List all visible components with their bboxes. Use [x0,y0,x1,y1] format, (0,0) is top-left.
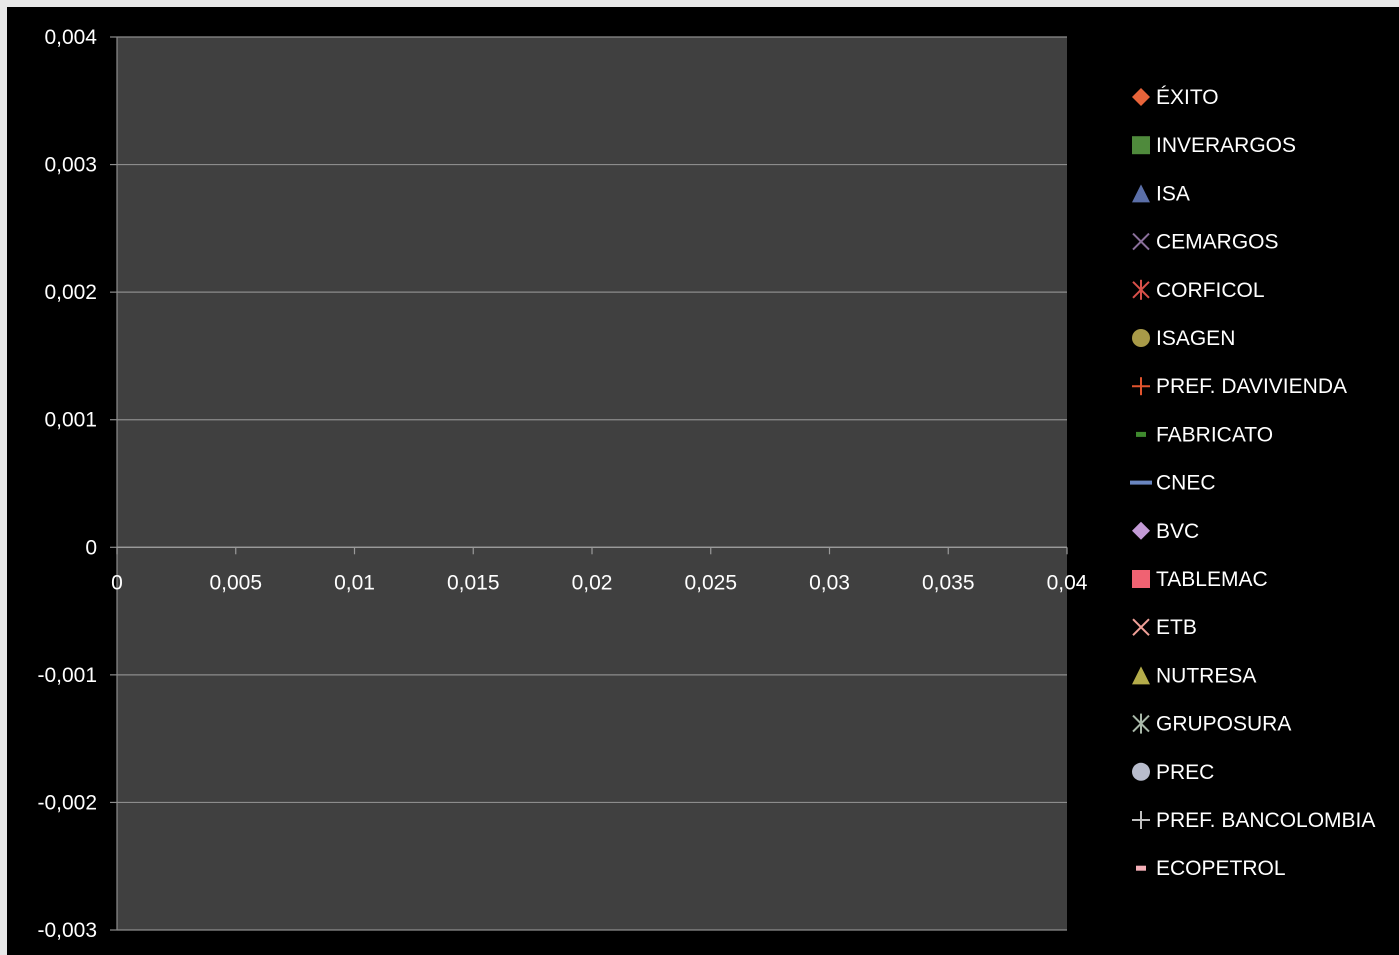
x-tick-label: 0 [111,571,123,594]
legend-label: PREC [1156,761,1214,784]
axes [110,36,1068,931]
legend-item: NUTRESA [1132,664,1256,687]
short-dash-marker-icon [1136,865,1146,871]
legend-item: INVERARGOS [1132,134,1296,157]
scatter-chart: 0,004 0,003 0,002 0,001 0 -0,001 -0,002 -0,003 0… [37,26,1375,942]
legend-label: FABRICATO [1156,423,1273,446]
chart-area: 0,004 0,003 0,002 0,001 0 -0,001 -0,002 -0,003 0… [7,7,1399,955]
legend-item: BVC [1132,520,1199,543]
legend-item: ECOPETROL [1136,857,1286,880]
legend-item: ÉXITO [1132,86,1219,109]
y-tick-label: 0,004 [44,26,97,49]
legend-item: TABLEMAC [1132,568,1268,591]
short-dash-marker-icon [1136,431,1146,437]
legend-item: ISAGEN [1132,327,1235,350]
legend-item: PREC [1132,761,1214,784]
legend-item: CEMARGOS [1132,231,1279,254]
legend-label: GRUPOSURA [1156,713,1291,736]
x-tick-label: 0,005 [209,571,262,594]
legend-label: CEMARGOS [1156,231,1279,254]
circle-marker-icon [1132,329,1150,347]
x-tick-label: 0,03 [809,571,850,594]
legend-item: CNEC [1130,472,1216,495]
star-marker-icon [1132,279,1150,300]
x-tick-label: 0,035 [922,571,975,594]
long-dash-marker-icon [1130,480,1152,485]
legend-item: CORFICOL [1132,279,1265,302]
legend-item: GRUPOSURA [1132,713,1291,736]
y-tick-label: 0,003 [44,154,97,177]
triangle-marker-icon [1132,184,1150,203]
legend-label: PREF. DAVIVIENDA [1156,375,1347,398]
x-tick-label: 0,02 [572,571,613,594]
legend-item: PREF. BANCOLOMBIA [1132,809,1375,832]
legend-label: PREF. BANCOLOMBIA [1156,809,1375,832]
legend-label: ETB [1156,616,1197,639]
legend-item: PREF. DAVIVIENDA [1132,375,1347,398]
legend-label: BVC [1156,520,1199,543]
y-tick-label: 0 [85,536,97,559]
tick-labels: 0,004 0,003 0,002 0,001 0 -0,001 -0,002 -0,003 0… [37,26,1087,942]
x-marker-icon [1132,232,1150,251]
x-marker-icon [1132,618,1150,636]
y-tick-label: 0,002 [44,281,97,304]
legend-item: ISA [1132,182,1190,205]
legend-label: TABLEMAC [1156,568,1268,591]
y-tick-label: -0,003 [37,919,97,942]
x-tick-label: 0,01 [334,571,375,594]
triangle-marker-icon [1132,666,1150,685]
diamond-marker-icon [1132,521,1150,540]
x-tick-label: 0,04 [1047,571,1088,594]
legend: ÉXITO INVERARGOS ISA CEMARGOS CORFICOL ISAGEN… [1130,86,1375,880]
y-tick-label: -0,002 [37,791,97,814]
legend-label: ECOPETROL [1156,857,1286,880]
circle-marker-icon [1132,762,1150,781]
y-tick-label: -0,001 [37,664,97,687]
legend-label: ISAGEN [1156,327,1235,350]
legend-label: ÉXITO [1156,86,1219,109]
legend-label: CORFICOL [1156,279,1265,302]
plus-marker-icon [1132,811,1150,829]
y-tick-label: 0,001 [44,409,97,432]
legend-label: CNEC [1156,472,1216,495]
legend-item: FABRICATO [1136,423,1273,446]
legend-item: ETB [1132,616,1197,639]
legend-label: NUTRESA [1156,664,1256,687]
plot-area [117,37,1067,930]
plus-marker-icon [1132,377,1150,396]
x-tick-label: 0,025 [684,571,737,594]
diamond-marker-icon [1132,88,1150,106]
legend-label: ISA [1156,182,1190,205]
x-tick-label: 0,015 [447,571,500,594]
star-marker-icon [1132,713,1150,734]
square-marker-icon [1132,570,1150,588]
legend-label: INVERARGOS [1156,134,1296,157]
square-marker-icon [1132,136,1150,155]
